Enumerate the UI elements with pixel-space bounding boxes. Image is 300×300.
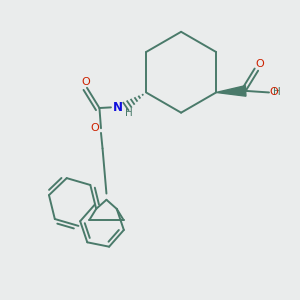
Text: O: O: [269, 88, 278, 98]
Text: O: O: [81, 77, 90, 87]
Text: N: N: [113, 101, 123, 114]
Text: H: H: [125, 108, 133, 118]
Text: O: O: [255, 59, 264, 70]
Text: O: O: [90, 123, 99, 133]
Text: H: H: [273, 87, 281, 97]
Polygon shape: [216, 85, 246, 96]
